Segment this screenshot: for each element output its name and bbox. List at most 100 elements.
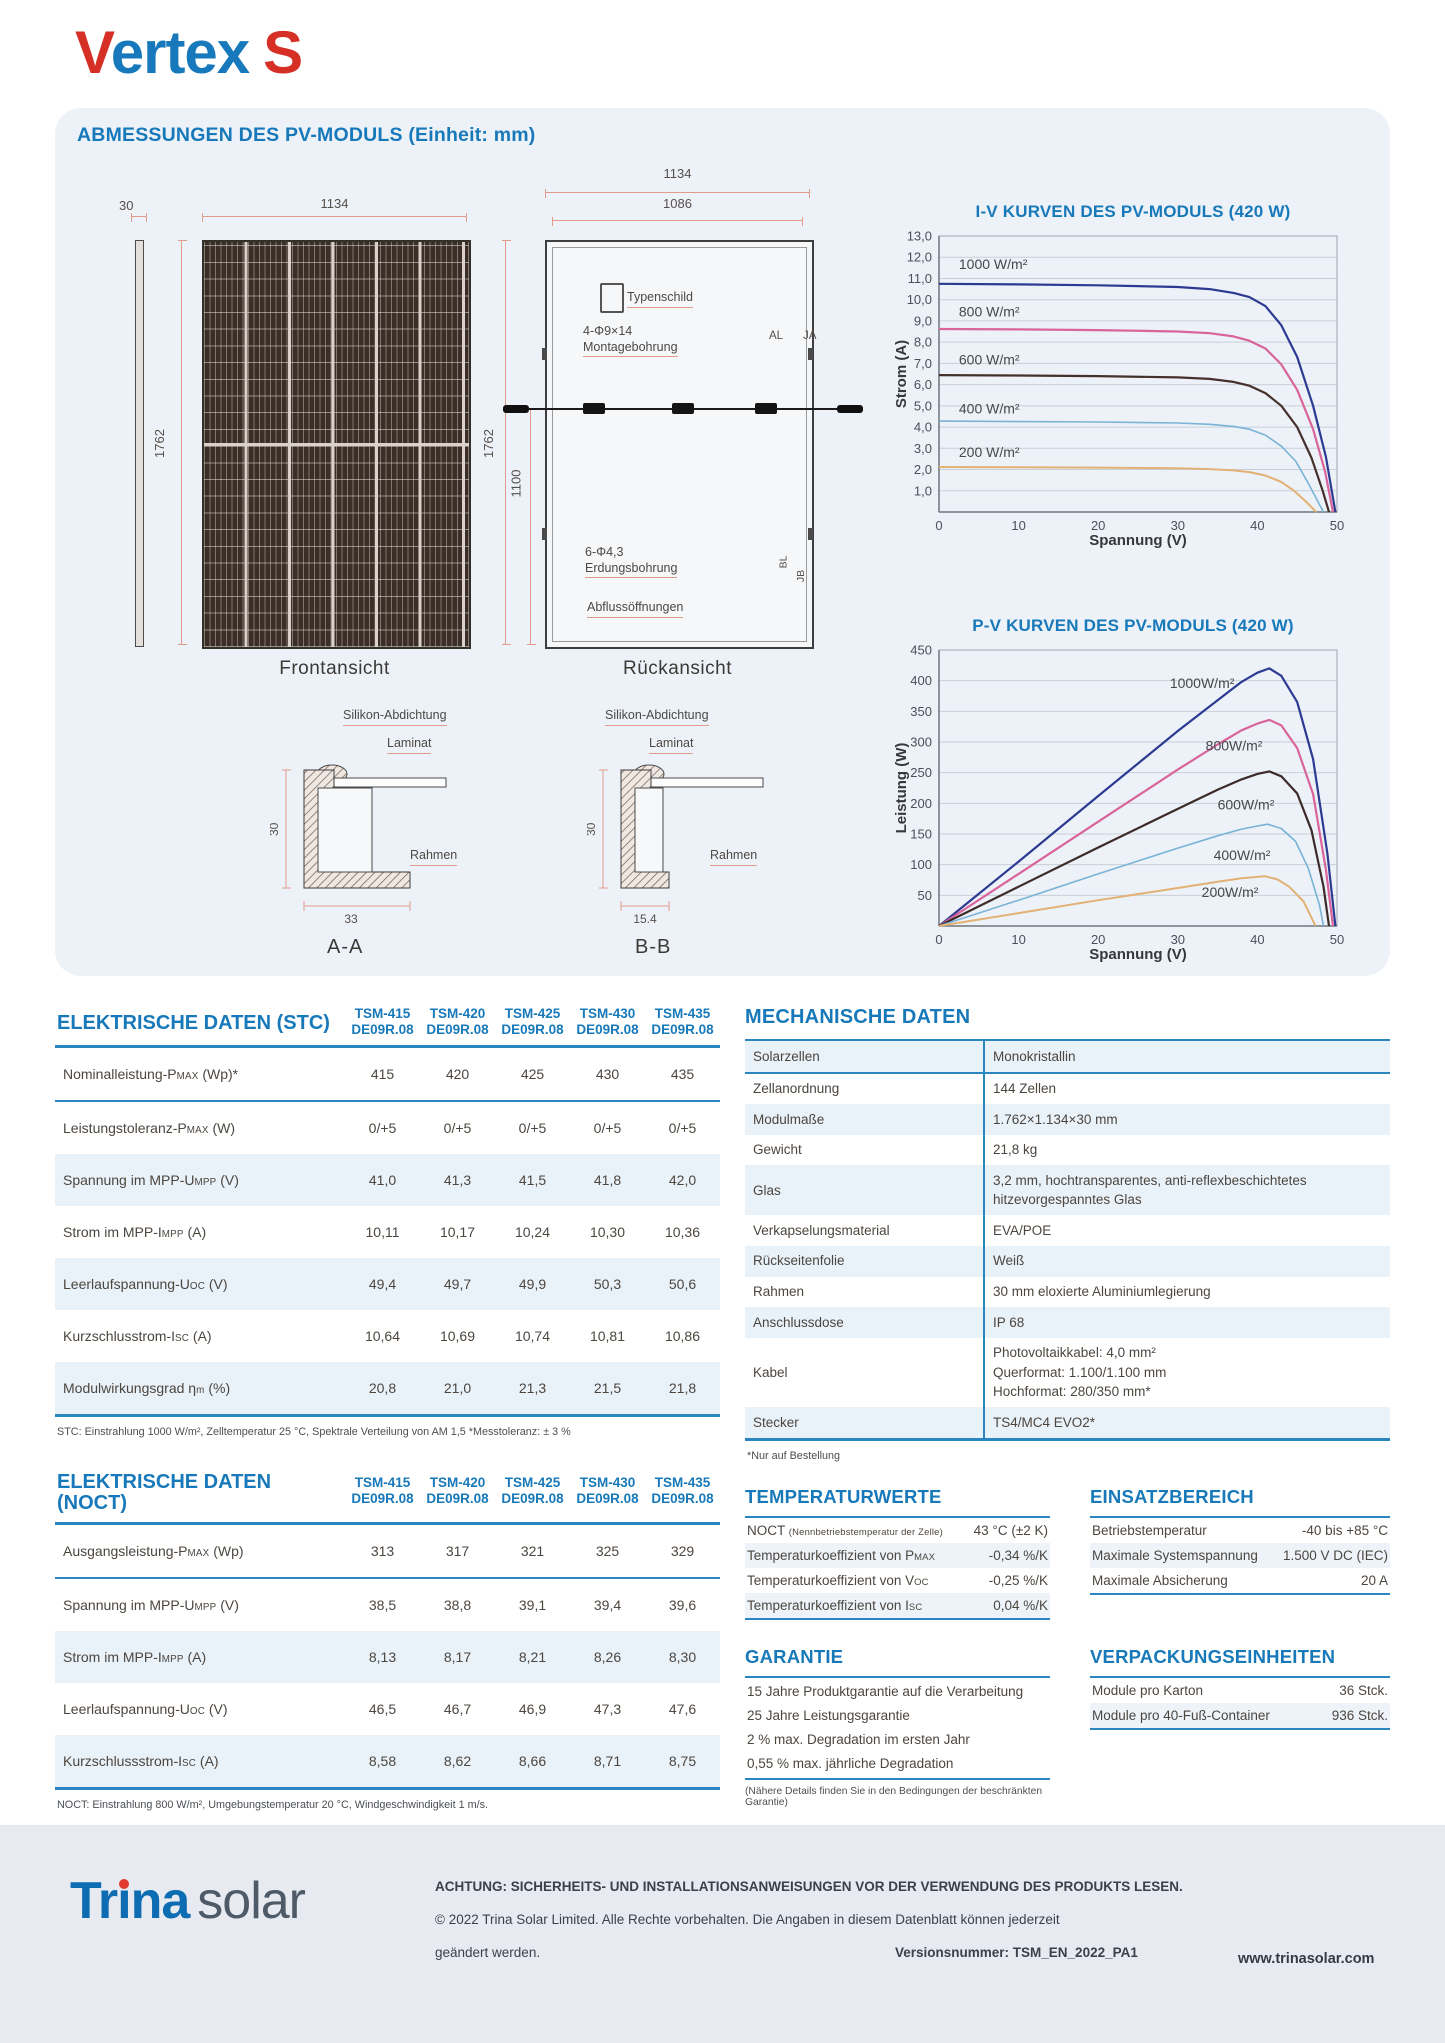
front-dim-width-line	[202, 213, 467, 222]
row-label: Rahmen	[753, 1284, 805, 1299]
cell-value: TS4/MC4 EVO2*	[983, 1407, 1390, 1440]
table-row: Ausgangsleistung-PMAX (Wp) 313 317 321 325 32…	[55, 1523, 720, 1578]
logo-v: V	[75, 19, 112, 86]
grounding-hole-label: 6-Φ4,3 Erdungsbohrung	[585, 545, 678, 579]
y-tick-label: 6,0	[914, 377, 932, 392]
x-axis-label: Spannung (V)	[1089, 946, 1187, 963]
column-header-tsm-420: TSM-420 DE09R.08	[426, 1475, 489, 1507]
cell-value: IP 68	[983, 1307, 1390, 1338]
cell-value: 8,62	[443, 1752, 472, 1769]
vertex-s-logo: Vertex S	[75, 18, 303, 87]
junction-box-1	[583, 403, 605, 414]
cell-value: 38,8	[443, 1596, 472, 1613]
einsatz-title: EINSATZBEREICH	[1090, 1485, 1254, 1507]
row-label: Leistungstoleranz-PMAX (W)	[63, 1119, 236, 1136]
table-row: Gewicht 21,8 kg	[745, 1134, 1390, 1166]
cell-value: 415	[370, 1065, 395, 1082]
cell-value: 47,6	[668, 1700, 697, 1717]
front-dim-height: 1762	[151, 428, 167, 458]
table-row: Leerlaufspannung-UOC (V) 46,5 46,7 46,9 47,3…	[55, 1683, 720, 1735]
y-tick-label: 7,0	[914, 356, 932, 371]
column-header-tsm-415: TSM-415 DE09R.08	[351, 1475, 414, 1507]
y-tick-label: 3,0	[914, 441, 932, 456]
cell-value: 425	[520, 1065, 545, 1082]
y-tick-label: 100	[910, 857, 932, 872]
garantie-item: 15 Jahre Produktgarantie auf die Verarbe…	[747, 1684, 1024, 1700]
rear-dim-width-inner-line	[552, 217, 803, 226]
cell-value: 42,0	[668, 1171, 697, 1188]
verpackung-block: VERPACKUNGSEINHEITEN Module pro Karton 36…	[1090, 1646, 1390, 1730]
trinasolar-logo: Trına solar	[70, 1871, 306, 1931]
series-800Wm	[938, 327, 1335, 513]
connector-right	[837, 405, 863, 413]
row-label: Temperaturkoeffizient von ISC	[747, 1597, 923, 1613]
column-header-tsm-425: TSM-425 DE09R.08	[501, 1006, 564, 1037]
cell-value: 39,1	[518, 1596, 547, 1613]
cell-value: 46,5	[368, 1700, 397, 1717]
cell-value: 3,2 mm, hochtransparentes, anti-reflexbe…	[983, 1165, 1390, 1216]
cell-value: 41,3	[443, 1171, 472, 1188]
cell-value: 8,58	[368, 1752, 397, 1769]
cell-value: 49,4	[368, 1275, 397, 1292]
section-b-laminate-label: Laminat	[649, 736, 694, 754]
series-600Wm	[938, 770, 1331, 927]
table-row: Betriebstemperatur -40 bis +85 °C	[1090, 1517, 1390, 1543]
section-a-laminate-label: Laminat	[387, 736, 432, 754]
section-a-dim-height: 30	[270, 822, 281, 836]
column-header-tsm-435: TSM-435 DE09R.08	[651, 1006, 714, 1037]
table-row: Leistungstoleranz-PMAX (W) 0/+5 0/+5 0/+5 0/…	[55, 1101, 720, 1154]
cell-value: 10,74	[514, 1327, 551, 1344]
footer-warning: ACHTUNG: SICHERHEITS- UND INSTALLATIONSA…	[435, 1879, 1183, 1894]
cell-value: 21,3	[518, 1379, 547, 1396]
y-tick-label: 150	[910, 827, 932, 842]
rear-dim-height-inner-wrap: 1100	[507, 438, 525, 528]
website-link[interactable]: www.trinasolar.com	[1238, 1951, 1375, 1967]
cell-value: 10,30	[589, 1223, 626, 1240]
footer-copyright-2: geändert werden. Versionsnummer: TSM_EN_…	[435, 1945, 1183, 1960]
garantie-list: 15 Jahre Produktgarantie auf die Verarbe…	[745, 1675, 1050, 1780]
front-dim-thickness-line	[131, 213, 147, 222]
row-label: Anschlussdose	[753, 1314, 844, 1330]
series-400Wm	[938, 823, 1325, 927]
y-tick-label: 8,0	[914, 335, 932, 350]
y-tick-label: 250	[910, 765, 932, 780]
logo-s: S	[263, 19, 303, 86]
row-label: Ausgangsleistung-PMAX (Wp)	[63, 1542, 244, 1559]
footer-version: Versionsnummer: TSM_EN_2022_PA1	[895, 1945, 1138, 1960]
cell-value: Monokristallin	[983, 1040, 1390, 1073]
cell-value: 8,17	[443, 1648, 472, 1665]
column-header-tsm-430: TSM-430 DE09R.08	[576, 1475, 639, 1507]
x-tick-label: 30	[1171, 932, 1185, 947]
cell-value: Photovoltaikkabel: 4,0 mm² Querformat: 1.…	[983, 1337, 1390, 1408]
row-label: Temperaturkoeffizient von PMAX	[747, 1547, 936, 1563]
footer-copyright-cont: geändert werden.	[435, 1945, 541, 1960]
y-tick-label: 1,0	[914, 483, 932, 498]
row-label: Betriebstemperatur	[1092, 1522, 1207, 1538]
y-tick-label: 13,0	[907, 230, 932, 244]
table-row: Temperaturkoeffizient von ISC 0,04 %/K	[745, 1592, 1050, 1619]
cell-value: 435	[670, 1065, 695, 1082]
table-row: Module pro 40-Fuß-Container 936 Stck.	[1090, 1702, 1390, 1729]
row-label: Spannung im MPP-UMPP (V)	[63, 1171, 239, 1188]
cell-value: 50,6	[668, 1275, 697, 1292]
cell-value: 41,8	[593, 1171, 622, 1188]
mounting-hole-right-top	[808, 348, 813, 360]
row-label: Maximale Absicherung	[1092, 1572, 1228, 1588]
footer-text: ACHTUNG: SICHERHEITS- UND INSTALLATIONSA…	[435, 1879, 1183, 1960]
y-axis-label: Strom (A)	[893, 340, 910, 408]
cell-value: 321	[520, 1542, 545, 1559]
y-tick-label: 350	[910, 704, 932, 719]
noct-table: ELEKTRISCHE DATEN (NOCT) TSM-415 DE09R.08 T…	[55, 1468, 720, 1790]
cell-value: 0/+5	[368, 1119, 397, 1136]
row-label: Gewicht	[753, 1142, 802, 1158]
rear-dim-width-inner: 1086	[663, 196, 692, 211]
rear-view-caption: Rückansicht	[623, 658, 732, 679]
cell-value: 39,4	[593, 1596, 622, 1613]
junction-box-3	[755, 403, 777, 414]
series-label: 1000W/m²	[1170, 675, 1235, 691]
table-row: NOCT (Nennbetriebstemperatur der Zelle) 4…	[745, 1517, 1050, 1543]
cell-value: 936 Stck.	[1331, 1707, 1388, 1723]
rear-dim-width: 1134	[663, 166, 692, 181]
cell-value: 0/+5	[443, 1119, 472, 1136]
cell-value: 329	[670, 1542, 695, 1559]
